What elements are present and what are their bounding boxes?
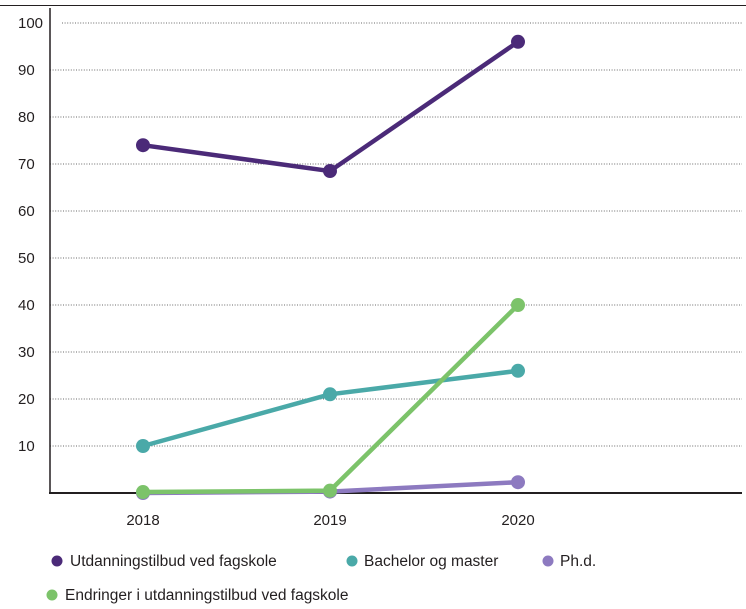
- series-line: [140, 39, 521, 174]
- data-point: [136, 485, 150, 500]
- y-tick-label: 60: [18, 203, 35, 220]
- y-tick-label: 80: [18, 109, 35, 126]
- series-lines: [136, 34, 525, 500]
- x-tick-label: 2020: [501, 512, 534, 529]
- legend-marker: [51, 555, 63, 567]
- x-tick-label: 2018: [126, 512, 159, 529]
- series-line: [140, 368, 521, 449]
- y-tick-label: 10: [18, 438, 35, 455]
- legend-label: Utdanningstilbud ved fagskole: [70, 553, 277, 570]
- data-point: [136, 439, 150, 453]
- legend: Utdanningstilbud ved fagskole Bachelor og…: [46, 553, 596, 604]
- gridlines: [50, 22, 742, 447]
- data-point: [136, 138, 150, 153]
- data-point: [511, 475, 525, 490]
- legend-marker: [346, 555, 358, 567]
- y-tick-labels: 10 20 30 40 50 60 70 80 90 100: [18, 15, 43, 455]
- data-point: [511, 298, 525, 312]
- legend-label: Ph.d.: [560, 553, 596, 570]
- legend-label: Bachelor og master: [364, 553, 498, 570]
- x-tick-label: 2019: [313, 512, 346, 529]
- legend-label: Endringer i utdanningstilbud ved fagskol…: [65, 587, 349, 604]
- data-point: [323, 483, 337, 498]
- y-tick-label: 90: [18, 62, 35, 79]
- data-point: [323, 164, 337, 179]
- y-tick-label: 50: [18, 250, 35, 267]
- y-tick-label: 40: [18, 297, 35, 314]
- y-tick-label: 70: [18, 156, 35, 173]
- x-tick-labels: 2018 2019 2020: [126, 512, 534, 529]
- data-point: [323, 387, 337, 402]
- legend-marker: [542, 555, 554, 567]
- legend-marker: [46, 589, 58, 601]
- axes: [49, 8, 742, 494]
- y-tick-label: 30: [18, 344, 35, 361]
- y-tick-label: 20: [18, 391, 35, 408]
- data-point: [511, 34, 525, 49]
- y-tick-label: 100: [18, 15, 43, 32]
- data-point: [511, 363, 525, 378]
